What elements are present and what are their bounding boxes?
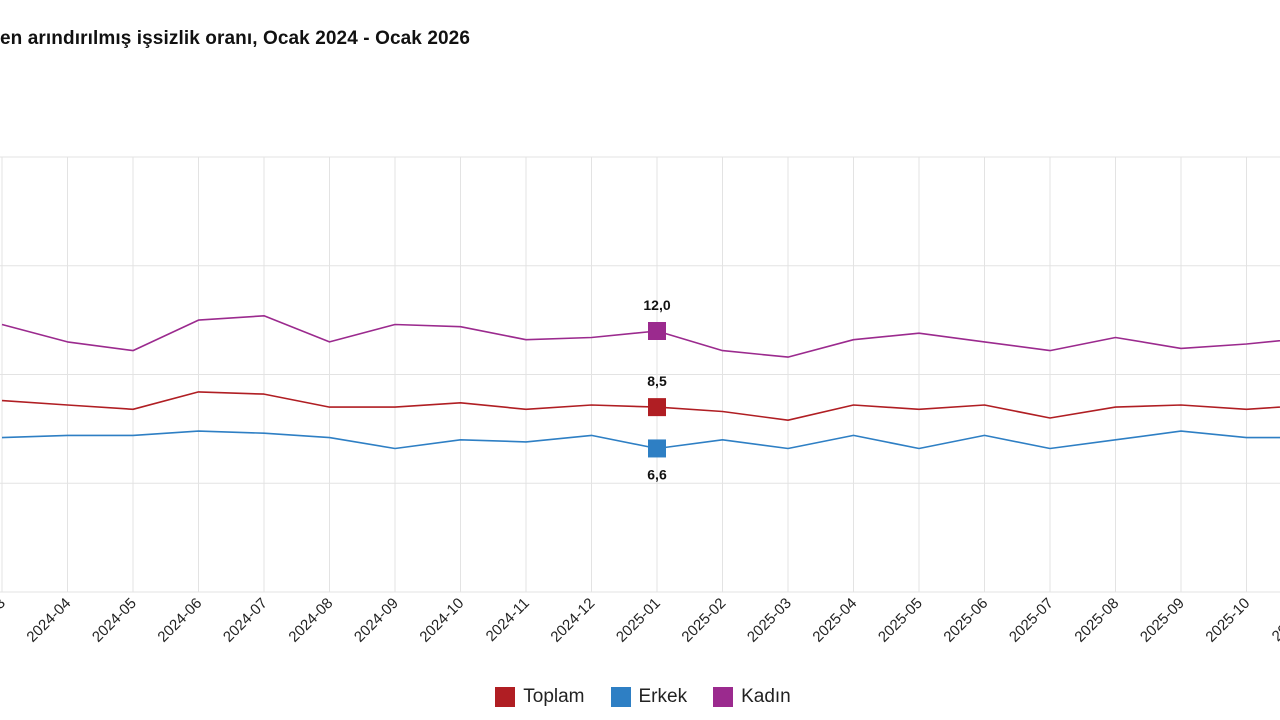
- x-tick-label: 2025-07: [1006, 595, 1057, 646]
- x-tick-label: 2024-08: [285, 595, 336, 646]
- legend-swatch-erkek: [610, 687, 631, 707]
- x-tick-label: 2025-08: [1071, 595, 1122, 646]
- x-tick-label: 2025-10: [1202, 595, 1253, 646]
- chart-title: en arındırılmış işsizlik oranı, Ocak 202…: [0, 28, 470, 49]
- x-tick-label: 2025-11: [1269, 595, 1280, 645]
- x-tick-label: 2024-11: [483, 595, 533, 645]
- data-label-erkek: 6,6: [647, 466, 667, 482]
- legend-item-erkek[interactable]: Erkek: [610, 686, 688, 708]
- highlight-markers[interactable]: 12,0 8,5 6,6: [643, 297, 670, 482]
- highlight-marker-toplam[interactable]: [648, 398, 666, 417]
- x-tick-label: 2024-04: [23, 595, 74, 646]
- x-tick-label: 2024-06: [154, 595, 205, 646]
- x-tick-label: 2025-06: [940, 595, 991, 646]
- x-axis-tick-labels: 2024-03 2024-04 2024-05 2024-06 2024-07 2024-…: [0, 595, 1280, 646]
- legend-label-erkek: Erkek: [638, 686, 688, 707]
- x-tick-label: 2025-01: [613, 595, 664, 646]
- legend-swatch-toplam: [495, 687, 516, 707]
- legend-label-toplam: Toplam: [523, 686, 585, 707]
- series-line-erkek[interactable]: [1, 430, 1280, 450]
- highlight-marker-erkek[interactable]: [648, 439, 666, 458]
- series-lines[interactable]: [1, 314, 1280, 450]
- x-tick-label: 2025-05: [875, 595, 926, 646]
- data-label-kadin: 12,0: [643, 297, 670, 313]
- x-tick-label: 2025-04: [809, 595, 860, 646]
- highlight-marker-kadin[interactable]: [648, 322, 666, 340]
- legend-label-kadin: Kadın: [741, 686, 791, 707]
- x-tick-label: 2025-03: [744, 595, 795, 646]
- legend-item-toplam[interactable]: Toplam: [495, 686, 585, 708]
- legend-item-kadin[interactable]: Kadın: [713, 686, 791, 708]
- data-label-toplam: 8,5: [647, 373, 667, 389]
- x-tick-label: 2024-05: [89, 595, 140, 646]
- x-tick-label: 2024-10: [416, 595, 467, 646]
- x-tick-label: 2024-03: [0, 595, 9, 646]
- x-tick-label: 2024-09: [351, 595, 402, 646]
- grid-lines: [0, 156, 1280, 593]
- x-tick-label: 2025-09: [1137, 595, 1188, 646]
- x-tick-label: 2025-02: [678, 595, 729, 646]
- x-tick-label: 2024-07: [220, 595, 271, 646]
- legend-swatch-kadin: [713, 687, 734, 707]
- legend: Toplam Erkek Kadın: [0, 686, 1280, 708]
- series-line-toplam[interactable]: [1, 391, 1280, 422]
- series-line-kadin[interactable]: [1, 314, 1280, 358]
- x-tick-label: 2024-12: [547, 595, 598, 646]
